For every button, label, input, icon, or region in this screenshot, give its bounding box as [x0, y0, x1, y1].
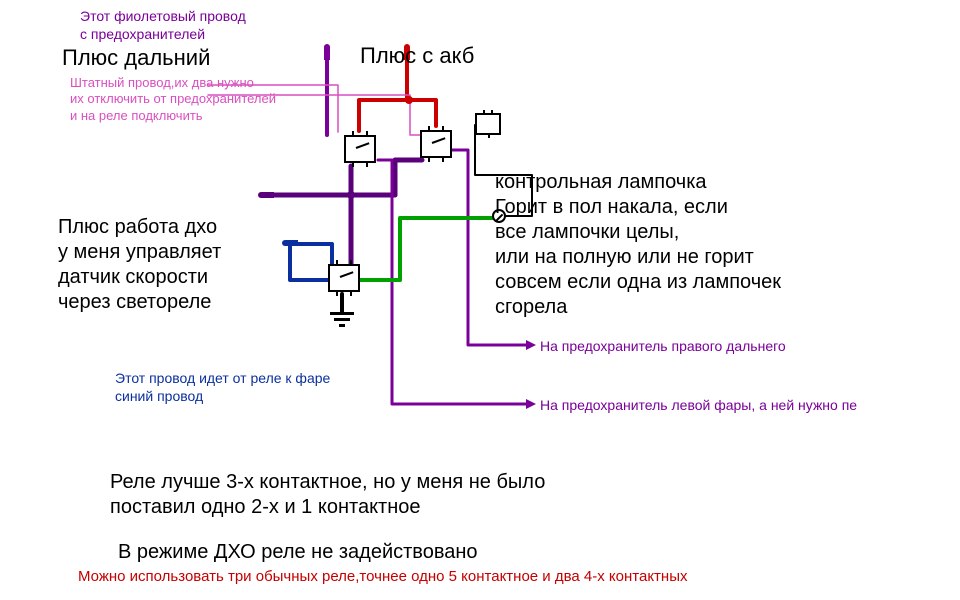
note-stock-wire: Штатный провод,их два нужно их отключить…: [70, 75, 276, 124]
arrow-1: [526, 399, 536, 409]
relay-1: [344, 135, 376, 163]
node-0: [347, 191, 355, 199]
note-purple-wire: Этот фиолетовый провод с предохранителей: [80, 8, 246, 43]
ground-symbol: [330, 312, 354, 326]
wire-blue: [290, 244, 332, 280]
relay-3: [328, 264, 360, 292]
wire-green: [358, 218, 492, 280]
text-lamp: контрольная лампочка Горит в пол накала,…: [495, 170, 781, 320]
wire-red_branch: [359, 100, 407, 131]
node-1: [405, 96, 413, 104]
heading-plus-high: Плюс дальний: [62, 44, 210, 72]
text-red-bottom: Можно использовать три обычных реле,точн…: [78, 568, 688, 587]
relay-2: [420, 130, 452, 158]
terminal-3: [282, 240, 298, 246]
text-dho: Плюс работа дхо у меня управляет датчик …: [58, 215, 221, 315]
terminal-2: [258, 192, 274, 198]
terminal-0: [324, 44, 330, 60]
text-relay-note: Реле лучше 3-х контактное, но у меня не …: [110, 470, 545, 520]
note-right-fuse: На предохранитель правого дальнего: [540, 338, 786, 356]
note-blue-wire: Этот провод идет от реле к фаре синий пр…: [115, 370, 330, 405]
note-left-fuse: На предохранитель левой фары, а ней нужн…: [540, 397, 857, 415]
fuse-symbol: [475, 113, 501, 135]
heading-plus-akb: Плюс с акб: [360, 42, 474, 70]
wire-darkpurple_right_r2: [395, 160, 422, 195]
text-dho-mode: В режиме ДХО реле не задействовано: [118, 540, 478, 565]
wire-blue_up: [290, 244, 332, 264]
arrow-0: [526, 340, 536, 350]
